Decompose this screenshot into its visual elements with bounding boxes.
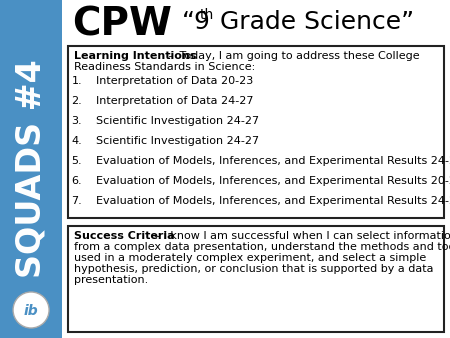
Text: Scientific Investigation 24-27: Scientific Investigation 24-27: [96, 116, 259, 126]
Text: Interpretation of Data 24-27: Interpretation of Data 24-27: [96, 96, 254, 106]
Text: Evaluation of Models, Inferences, and Experimental Results 24-27: Evaluation of Models, Inferences, and Ex…: [96, 196, 450, 206]
Text: -  Today, I am going to address these College: - Today, I am going to address these Col…: [165, 51, 420, 61]
Text: Evaluation of Models, Inferences, and Experimental Results 20-23: Evaluation of Models, Inferences, and Ex…: [96, 176, 450, 186]
Text: 7.: 7.: [72, 196, 82, 206]
Text: Grade Science”: Grade Science”: [212, 10, 414, 34]
Text: used in a moderately complex experiment, and select a simple: used in a moderately complex experiment,…: [74, 253, 426, 263]
Text: presentation.: presentation.: [74, 275, 148, 285]
Text: CPW: CPW: [72, 6, 172, 44]
Text: ib: ib: [24, 304, 38, 318]
Text: hypothesis, prediction, or conclusion that is supported by a data: hypothesis, prediction, or conclusion th…: [74, 264, 434, 274]
Text: 5.: 5.: [72, 156, 82, 166]
Text: 3.: 3.: [72, 116, 82, 126]
Text: Interpretation of Data 20-23: Interpretation of Data 20-23: [96, 76, 253, 86]
Bar: [68, 226, 444, 332]
Text: Success Criteria: Success Criteria: [74, 231, 175, 241]
Text: “9: “9: [182, 10, 211, 34]
Text: SQUADS #4: SQUADS #4: [14, 59, 48, 279]
Text: Learning Intentions: Learning Intentions: [74, 51, 197, 61]
Text: Readiness Standards in Science:: Readiness Standards in Science:: [74, 62, 255, 72]
Text: 4.: 4.: [72, 136, 82, 146]
Text: Evaluation of Models, Inferences, and Experimental Results 24-27: Evaluation of Models, Inferences, and Ex…: [96, 156, 450, 166]
Text: – I know I am successful when I can select information: – I know I am successful when I can sele…: [151, 231, 450, 241]
Text: from a complex data presentation, understand the methods and tools: from a complex data presentation, unders…: [74, 242, 450, 252]
Text: Scientific Investigation 24-27: Scientific Investigation 24-27: [96, 136, 259, 146]
Bar: [68, 46, 444, 218]
Text: th: th: [200, 8, 214, 22]
Bar: [0, 0, 62, 338]
Text: 6.: 6.: [72, 176, 82, 186]
Text: 2.: 2.: [72, 96, 82, 106]
Text: 1.: 1.: [72, 76, 82, 86]
Circle shape: [13, 292, 49, 328]
